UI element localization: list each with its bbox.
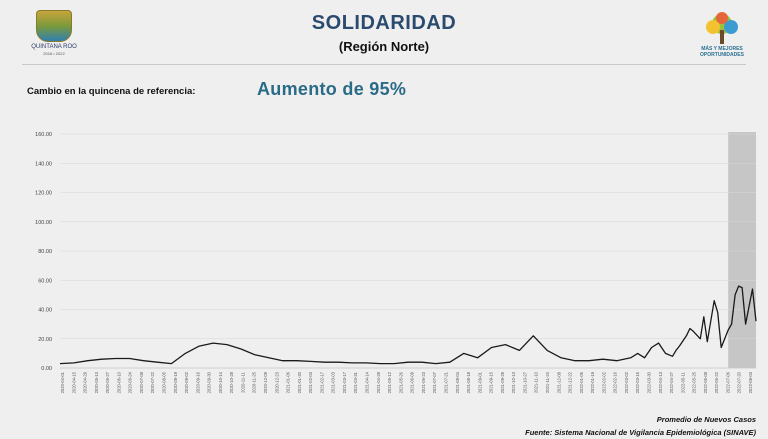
x-tick-label: 2021-04-14	[365, 371, 370, 393]
x-tick-label: 2021-09-29	[500, 371, 505, 393]
source-note: Fuente: Sistema Nacional de Vigilancia E…	[525, 428, 756, 437]
x-tick-label: 2022-06-22	[714, 371, 719, 393]
x-tick-label: 2021-05-26	[398, 371, 403, 393]
x-tick-label: 2020-04-29	[83, 371, 88, 393]
x-tick-label: 2022-02-02	[601, 371, 606, 393]
logo-right-line2: OPORTUNIDADES	[700, 52, 744, 58]
oportunidades-logo: MÁS Y MEJORES OPORTUNIDADES	[690, 10, 754, 80]
x-tick-label: 2020-05-27	[105, 371, 110, 393]
y-tick-label: 0.00	[41, 366, 52, 372]
y-tick-label: 80.00	[38, 249, 52, 255]
y-tick-label: 120.00	[35, 191, 52, 197]
highlight-band	[728, 132, 756, 368]
y-tick-label: 20.00	[38, 337, 52, 343]
x-tick-label: 2021-08-18	[466, 371, 471, 393]
cases-line-chart: 0.00 20.00 40.00 60.00 80.00 100.00 120.00 140.…	[35, 132, 757, 393]
x-tick-label: 2020-09-16	[195, 371, 200, 393]
x-tick-label: 2020-07-22	[150, 371, 155, 393]
x-tick-label: 2020-08-05	[162, 371, 167, 393]
x-tick-label: 2021-03-03	[331, 371, 336, 393]
x-tick-label: 2021-01-20	[297, 371, 302, 393]
x-tick-label: 2020-11-25	[252, 371, 257, 393]
x-tick-label: 2022-03-02	[624, 371, 629, 393]
x-tick-label: 2021-11-10	[534, 371, 539, 393]
x-tick-label: 2021-11-24	[545, 371, 550, 393]
x-tick-label: 2021-06-09	[410, 371, 415, 393]
y-tick-label: 140.00	[35, 161, 52, 167]
x-tick-label: 2022-05-25	[692, 371, 697, 393]
x-tick-label: 2020-10-14	[218, 371, 223, 393]
x-tick-label: 2020-05-13	[94, 371, 99, 393]
x-tick-label: 2020-08-19	[173, 371, 178, 393]
x-tick-label: 2021-10-27	[522, 371, 527, 393]
y-tick-label: 60.00	[38, 278, 52, 284]
x-tick-label: 2021-07-07	[432, 371, 437, 393]
x-tick-label: 2021-06-23	[421, 371, 426, 393]
x-tick-label: 2020-10-28	[229, 371, 234, 393]
x-tick-label: 2022-07-06	[725, 371, 730, 393]
x-tick-label: 2021-05-12	[387, 371, 392, 393]
x-tick-label: 2022-01-19	[590, 371, 595, 393]
x-tick-label: 2022-02-16	[613, 371, 618, 393]
change-value: Aumento de 95%	[257, 79, 407, 99]
x-tick-label: 2021-07-21	[443, 371, 448, 393]
x-tick-label: 2021-03-17	[342, 371, 347, 393]
x-tick-label: 2022-06-08	[703, 371, 708, 393]
x-tick-label: 2020-04-01	[60, 371, 65, 393]
logo-left-name: QUINTANA ROO	[31, 44, 77, 50]
coat-of-arms-icon	[36, 10, 72, 42]
x-tick-label: 2021-08-04	[455, 371, 460, 393]
x-tick-label: 2021-09-01	[477, 371, 482, 393]
header-divider	[22, 64, 746, 65]
x-tick-label: 2022-04-13	[658, 371, 663, 393]
logo-right-line1: MÁS Y MEJORES	[701, 46, 743, 52]
series-note: Promedio de Nuevos Casos	[656, 415, 756, 424]
cases-series-line	[59, 285, 757, 365]
x-tick-label: 2020-09-02	[184, 371, 189, 393]
change-label: Cambio en la quincena de referencia:	[27, 86, 196, 97]
x-tick-label: 2022-03-30	[646, 371, 651, 393]
x-tick-label: 2020-12-09	[263, 371, 268, 393]
x-tick-label: 2020-06-24	[128, 371, 133, 393]
x-tick-label: 2020-09-30	[207, 371, 212, 393]
tree-icon	[700, 10, 744, 46]
x-tick-label: 2020-07-08	[139, 371, 144, 393]
x-tick-label: 2022-08-03	[748, 371, 753, 393]
x-tick-label: 2021-02-03	[308, 371, 313, 393]
y-tick-label: 160.00	[35, 132, 52, 138]
y-tick-label: 100.00	[35, 220, 52, 226]
x-tick-label: 2021-12-08	[556, 371, 561, 393]
x-tick-label: 2021-01-06	[286, 371, 291, 393]
x-tick-label: 2022-04-27	[669, 371, 674, 393]
x-tick-label: 2021-04-28	[376, 371, 381, 393]
x-tick-label: 2020-12-23	[274, 371, 279, 393]
x-tick-label: 2021-12-22	[568, 371, 573, 393]
x-tick-label: 2022-05-11	[680, 371, 685, 393]
y-tick-label: 40.00	[38, 308, 52, 314]
x-tick-label: 2020-11-11	[240, 371, 245, 392]
page-title: SOLIDARIDAD	[311, 12, 457, 34]
page-subtitle: (Región Norte)	[338, 39, 430, 54]
x-tick-label: 2022-07-20	[737, 371, 742, 393]
logo-left-years: 2016 • 2022	[43, 51, 65, 56]
quintana-roo-logo: QUINTANA ROO 2016 • 2022	[30, 10, 78, 72]
x-tick-label: 2022-03-16	[635, 371, 640, 393]
x-tick-label: 2020-06-10	[116, 371, 121, 393]
x-tick-label: 2021-10-13	[511, 371, 516, 393]
x-tick-label: 2020-04-15	[71, 371, 76, 393]
x-tick-label: 2021-09-15	[489, 371, 494, 393]
x-tick-label: 2021-03-31	[353, 371, 358, 393]
x-tick-label: 2022-01-05	[579, 371, 584, 393]
x-tick-label: 2021-02-17	[319, 371, 324, 393]
